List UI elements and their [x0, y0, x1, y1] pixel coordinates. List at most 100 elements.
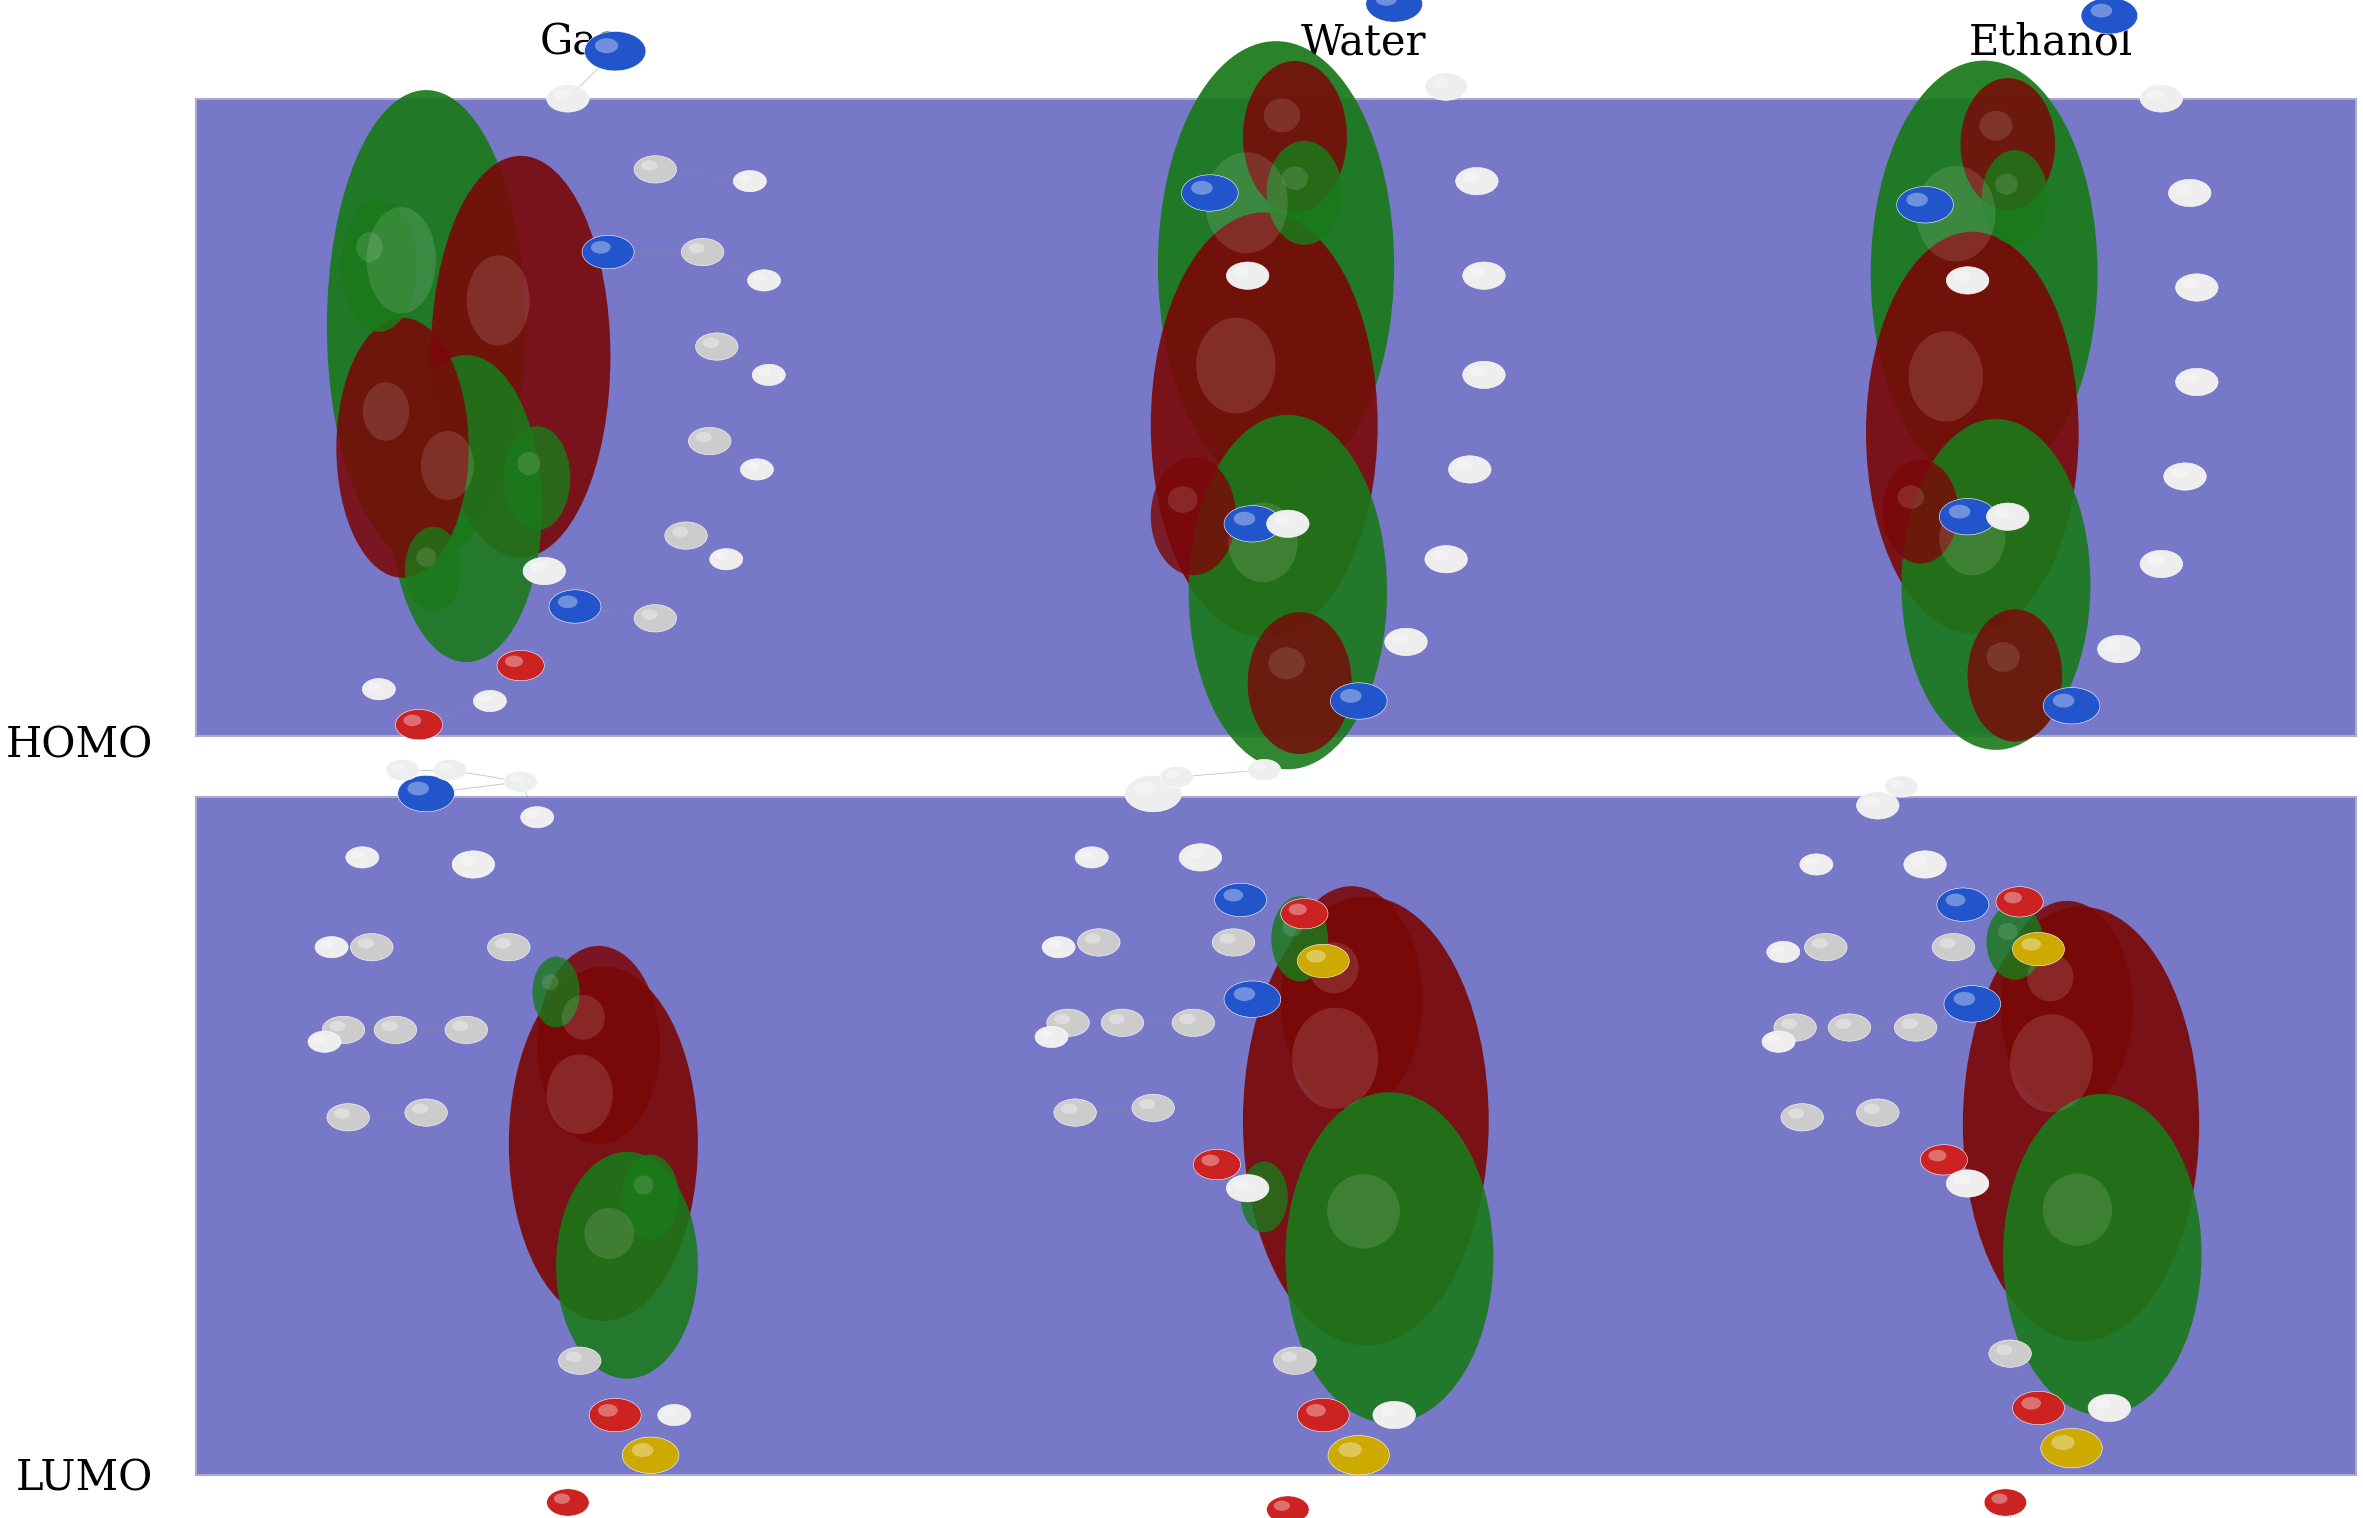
- Circle shape: [1812, 938, 1829, 949]
- Circle shape: [527, 811, 539, 818]
- Circle shape: [2020, 938, 2042, 950]
- Circle shape: [598, 1404, 617, 1416]
- Circle shape: [392, 764, 404, 771]
- Circle shape: [1380, 1406, 1397, 1416]
- Circle shape: [681, 238, 723, 266]
- Circle shape: [1805, 858, 1817, 865]
- Circle shape: [1857, 792, 1900, 820]
- Circle shape: [1947, 1170, 1990, 1198]
- Circle shape: [1385, 628, 1427, 656]
- Ellipse shape: [2011, 1014, 2094, 1113]
- Circle shape: [395, 709, 442, 739]
- Ellipse shape: [532, 956, 579, 1028]
- Ellipse shape: [416, 548, 437, 566]
- Text: LUMO: LUMO: [17, 1457, 154, 1500]
- Circle shape: [1949, 504, 1971, 519]
- Circle shape: [591, 241, 610, 254]
- Circle shape: [321, 940, 333, 949]
- Ellipse shape: [1940, 501, 2006, 575]
- Ellipse shape: [1151, 213, 1378, 638]
- Circle shape: [664, 1409, 676, 1416]
- Circle shape: [352, 850, 364, 859]
- Circle shape: [1425, 73, 1467, 100]
- Circle shape: [1470, 267, 1486, 278]
- Circle shape: [314, 1035, 326, 1043]
- Text: Gas: Gas: [539, 21, 619, 64]
- Ellipse shape: [1883, 460, 1959, 563]
- Circle shape: [487, 934, 529, 961]
- Circle shape: [1267, 510, 1309, 537]
- Circle shape: [1233, 1179, 1250, 1190]
- Ellipse shape: [421, 431, 475, 499]
- Circle shape: [702, 337, 718, 348]
- Ellipse shape: [404, 527, 461, 612]
- Circle shape: [510, 774, 522, 783]
- Ellipse shape: [1309, 943, 1359, 993]
- Circle shape: [1179, 1014, 1196, 1025]
- Circle shape: [621, 1438, 678, 1474]
- Circle shape: [1224, 890, 1243, 902]
- Circle shape: [1054, 1014, 1070, 1025]
- Circle shape: [1047, 1009, 1089, 1037]
- Circle shape: [2089, 1395, 2131, 1422]
- Circle shape: [440, 764, 451, 771]
- Circle shape: [1297, 944, 1349, 978]
- Circle shape: [1075, 847, 1108, 868]
- Circle shape: [1226, 263, 1269, 290]
- Circle shape: [1274, 1346, 1316, 1374]
- Circle shape: [328, 1022, 345, 1031]
- Circle shape: [1463, 361, 1505, 389]
- Circle shape: [553, 1494, 569, 1504]
- Circle shape: [1040, 1031, 1054, 1038]
- Circle shape: [1101, 1009, 1144, 1037]
- Ellipse shape: [1241, 1161, 1288, 1233]
- Ellipse shape: [1269, 647, 1304, 679]
- Circle shape: [1125, 776, 1182, 812]
- Ellipse shape: [508, 967, 697, 1321]
- Ellipse shape: [555, 1152, 697, 1378]
- Circle shape: [1945, 894, 1966, 906]
- Circle shape: [411, 1104, 428, 1114]
- Ellipse shape: [336, 317, 468, 578]
- Bar: [196, 797, 2356, 1475]
- Circle shape: [581, 235, 633, 269]
- Circle shape: [1288, 903, 1307, 915]
- Circle shape: [494, 938, 510, 949]
- Circle shape: [747, 270, 780, 291]
- Ellipse shape: [1902, 419, 2091, 750]
- Circle shape: [1902, 1019, 1919, 1029]
- Circle shape: [548, 591, 600, 624]
- Circle shape: [1864, 1104, 1881, 1114]
- Circle shape: [1375, 0, 1397, 6]
- Circle shape: [1763, 1031, 1796, 1052]
- Circle shape: [1775, 1014, 1817, 1041]
- Circle shape: [1897, 187, 1954, 223]
- Circle shape: [1054, 1099, 1096, 1126]
- Circle shape: [1768, 1035, 1779, 1043]
- Circle shape: [2044, 688, 2101, 724]
- Ellipse shape: [1283, 917, 1302, 937]
- Ellipse shape: [1964, 906, 2200, 1342]
- Circle shape: [458, 856, 475, 865]
- Circle shape: [1864, 797, 1881, 806]
- Circle shape: [1191, 181, 1212, 194]
- Circle shape: [1078, 929, 1120, 956]
- Ellipse shape: [1267, 141, 1342, 244]
- Ellipse shape: [1281, 167, 1309, 190]
- Circle shape: [595, 38, 619, 53]
- Circle shape: [1219, 934, 1236, 944]
- Circle shape: [1330, 683, 1387, 720]
- Ellipse shape: [1909, 331, 1983, 422]
- Circle shape: [754, 273, 766, 281]
- Circle shape: [1470, 366, 1486, 376]
- Circle shape: [1337, 1442, 1361, 1457]
- Ellipse shape: [1189, 414, 1387, 770]
- Circle shape: [1456, 167, 1498, 194]
- Circle shape: [1042, 937, 1075, 958]
- Ellipse shape: [1271, 896, 1328, 982]
- Ellipse shape: [1250, 1179, 1267, 1195]
- Circle shape: [1215, 883, 1267, 917]
- Circle shape: [553, 90, 569, 100]
- Circle shape: [1921, 1145, 1968, 1175]
- Circle shape: [1132, 1094, 1174, 1122]
